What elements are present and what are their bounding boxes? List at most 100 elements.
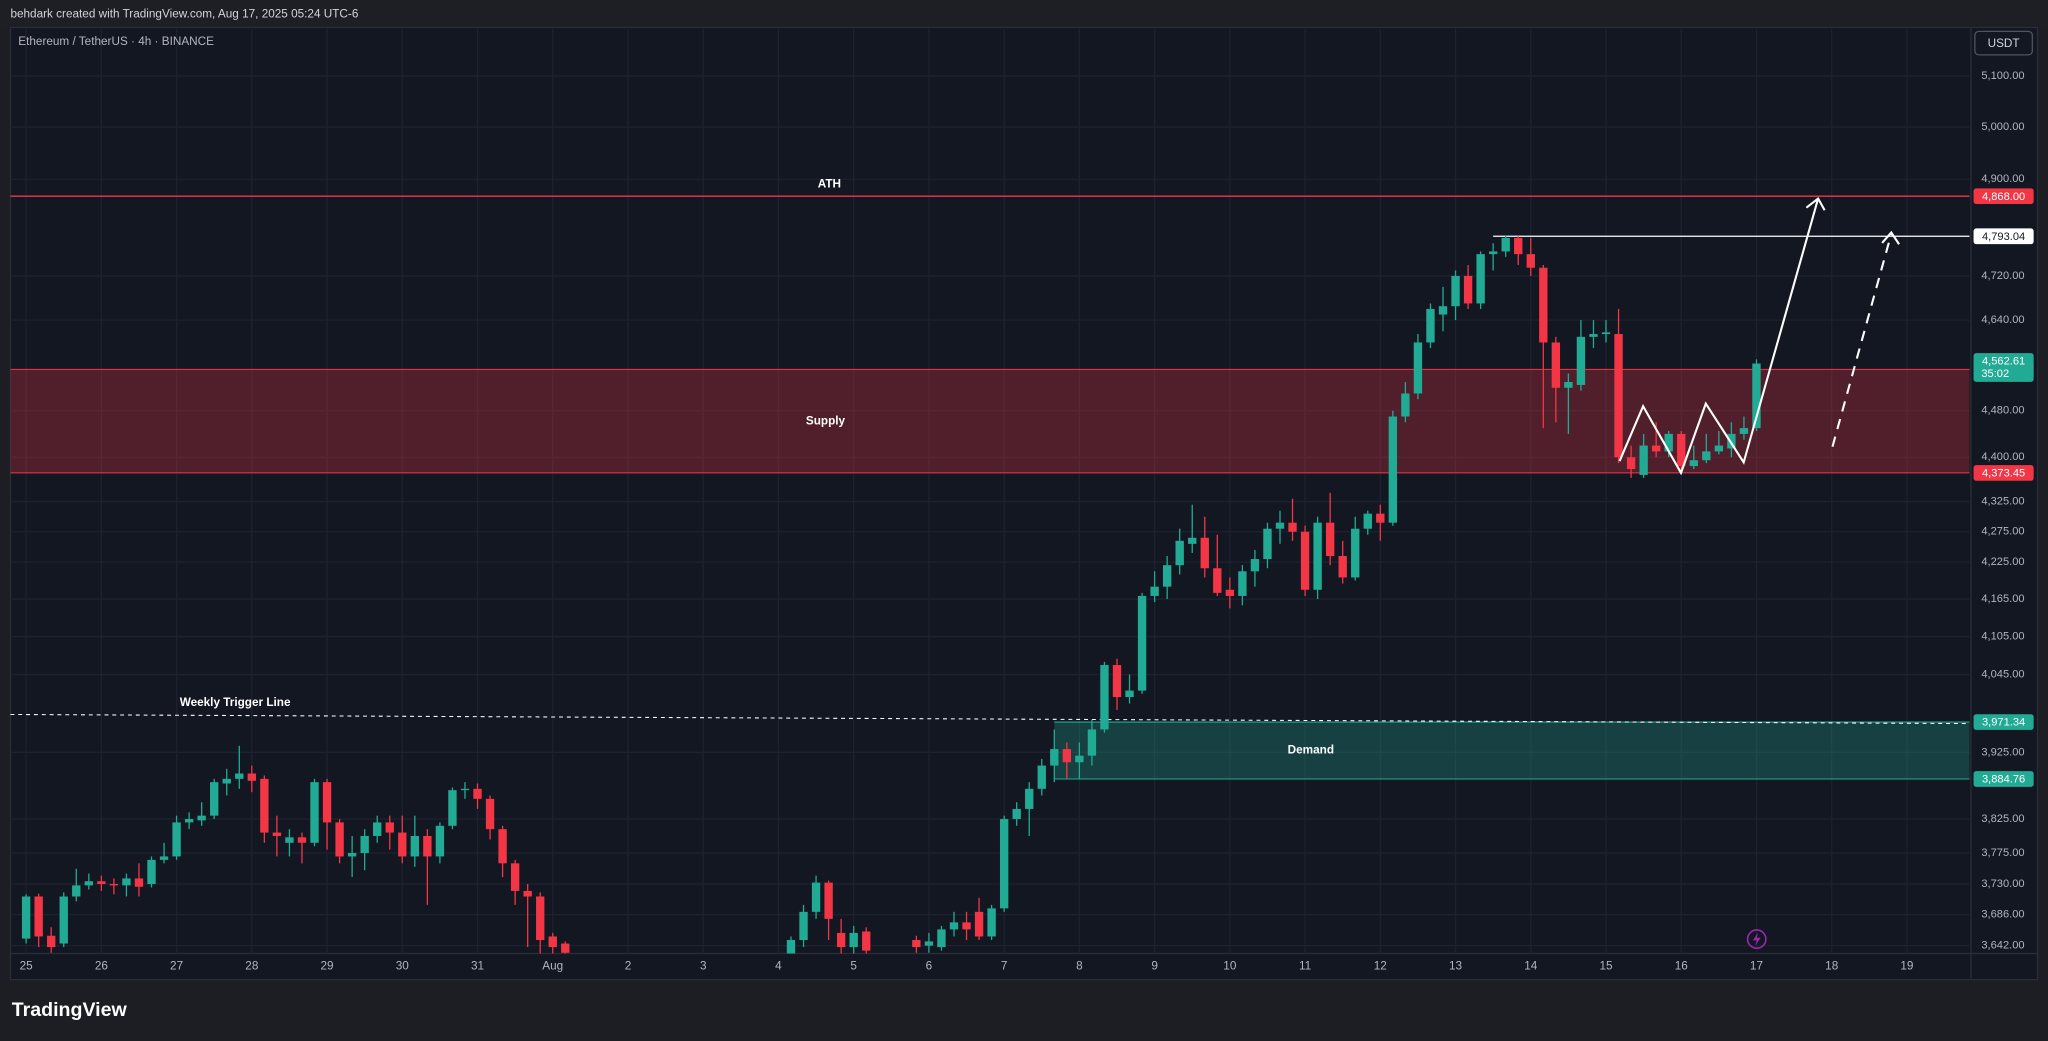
candle-body	[1677, 433, 1686, 467]
x-tick-label: 31	[471, 960, 484, 973]
y-tick-label: 4,105.00	[1981, 630, 2024, 642]
candle-body	[297, 837, 307, 843]
arrow-head	[1805, 196, 1826, 211]
candle-body	[322, 782, 332, 823]
x-tick-label: 3	[700, 960, 707, 973]
price-tag	[1973, 714, 2034, 730]
candle-body	[473, 788, 482, 799]
x-tick-label: 19	[1900, 960, 1913, 973]
candle-body	[347, 853, 357, 857]
candle-body	[836, 932, 846, 948]
candle-body	[134, 878, 144, 887]
candle-body	[987, 908, 996, 937]
price-tag-label: 4,373.45	[1982, 468, 2025, 480]
candle-body	[72, 885, 81, 897]
candle-body	[147, 859, 156, 884]
candle-body	[862, 931, 871, 951]
price-tag-label: 4,868.00	[1982, 191, 2025, 203]
logo: TradingView	[12, 999, 128, 1021]
candle-body	[1188, 537, 1197, 544]
candle-body	[1388, 416, 1398, 523]
candle-body	[924, 941, 934, 946]
alert-icon[interactable]	[1746, 929, 1767, 950]
candle-body	[1137, 595, 1147, 691]
candle-body	[1300, 531, 1310, 590]
labels: 5,100.00 5,000.00 4,900.00 4,720.00 4,640.00…	[20, 70, 2034, 973]
candle-body	[1426, 308, 1435, 343]
candle-body	[999, 819, 1009, 909]
candle-body	[197, 815, 206, 821]
y-tick-label: 5,000.00	[1981, 121, 2024, 133]
x-tick-label: 26	[95, 960, 109, 973]
candle-body	[1488, 251, 1498, 255]
arrow-head	[1881, 230, 1900, 245]
candle-body	[1739, 428, 1749, 434]
candle-body	[548, 936, 557, 948]
candle-body	[1614, 334, 1623, 458]
y-tick-label: 5,100.00	[1981, 70, 2024, 82]
candle-body	[962, 922, 971, 930]
x-tick-label: 25	[20, 960, 34, 973]
candle-body	[247, 773, 256, 781]
x-tick-label: 6	[926, 960, 933, 973]
candle-body	[824, 882, 833, 919]
candle-body	[1727, 433, 1736, 449]
y-tick-label: 3,775.00	[1981, 847, 2024, 859]
drawings	[1618, 196, 1900, 476]
candle-body	[1288, 522, 1297, 532]
x-tick-label: 17	[1750, 960, 1763, 973]
candle-body	[1250, 559, 1260, 572]
price-tag-label: 3,884.76	[1982, 774, 2025, 786]
candle-body	[849, 932, 858, 948]
zigzag-path	[1618, 198, 1820, 476]
x-tick-label: 12	[1374, 960, 1387, 973]
trigger-line	[10, 713, 1970, 725]
x-tick-label: Aug	[542, 960, 563, 973]
candle-body	[398, 832, 407, 857]
candle-body	[1100, 665, 1109, 730]
level-label: ATH	[818, 178, 841, 191]
x-tick-label: 11	[1299, 960, 1311, 973]
candle-body	[1514, 237, 1523, 255]
candle-body	[385, 822, 394, 833]
candle-body	[97, 881, 106, 884]
candle-body	[1313, 522, 1322, 590]
candle-body	[1639, 445, 1648, 475]
candle-body	[1087, 729, 1097, 756]
candle-body	[1539, 267, 1548, 343]
candle-body	[122, 878, 131, 886]
currency[interactable]: USDT	[1988, 37, 2020, 50]
candle-body	[34, 896, 43, 937]
y-tick-label: 3,642.00	[1981, 940, 2024, 952]
candle-body	[1752, 363, 1761, 429]
candle-body	[1714, 445, 1724, 452]
candle-body	[360, 835, 369, 854]
candle-body	[498, 829, 507, 864]
last-price-tag	[1973, 353, 2034, 382]
candle-body	[1551, 342, 1561, 388]
candle-body	[59, 896, 68, 944]
last-price-label: 4,562.61	[1982, 356, 2025, 368]
y-tick-label: 4,480.00	[1981, 405, 2024, 417]
candle-body	[1526, 254, 1535, 268]
candle-body	[210, 782, 219, 816]
currency-button[interactable]	[1974, 30, 2033, 56]
price-tag	[1973, 228, 2034, 245]
candle-body	[1451, 275, 1460, 307]
candle-body	[448, 790, 457, 826]
y-tick-label: 4,720.00	[1981, 270, 2024, 282]
candle-body	[335, 822, 344, 857]
candle-body	[435, 825, 445, 857]
y-tick-label: 4,325.00	[1981, 496, 2024, 508]
x-tick-label: 27	[170, 960, 183, 973]
candle-body	[84, 881, 93, 886]
trigger-label: Weekly Trigger Line	[180, 696, 291, 709]
y-tick-label: 3,686.00	[1981, 909, 2024, 921]
candle-body	[285, 837, 294, 843]
x-tick-label: 4	[775, 960, 782, 973]
candle-body	[410, 835, 420, 857]
chart-panel	[9, 26, 2039, 981]
candle-body	[1589, 334, 1598, 337]
candle-body	[523, 890, 532, 897]
